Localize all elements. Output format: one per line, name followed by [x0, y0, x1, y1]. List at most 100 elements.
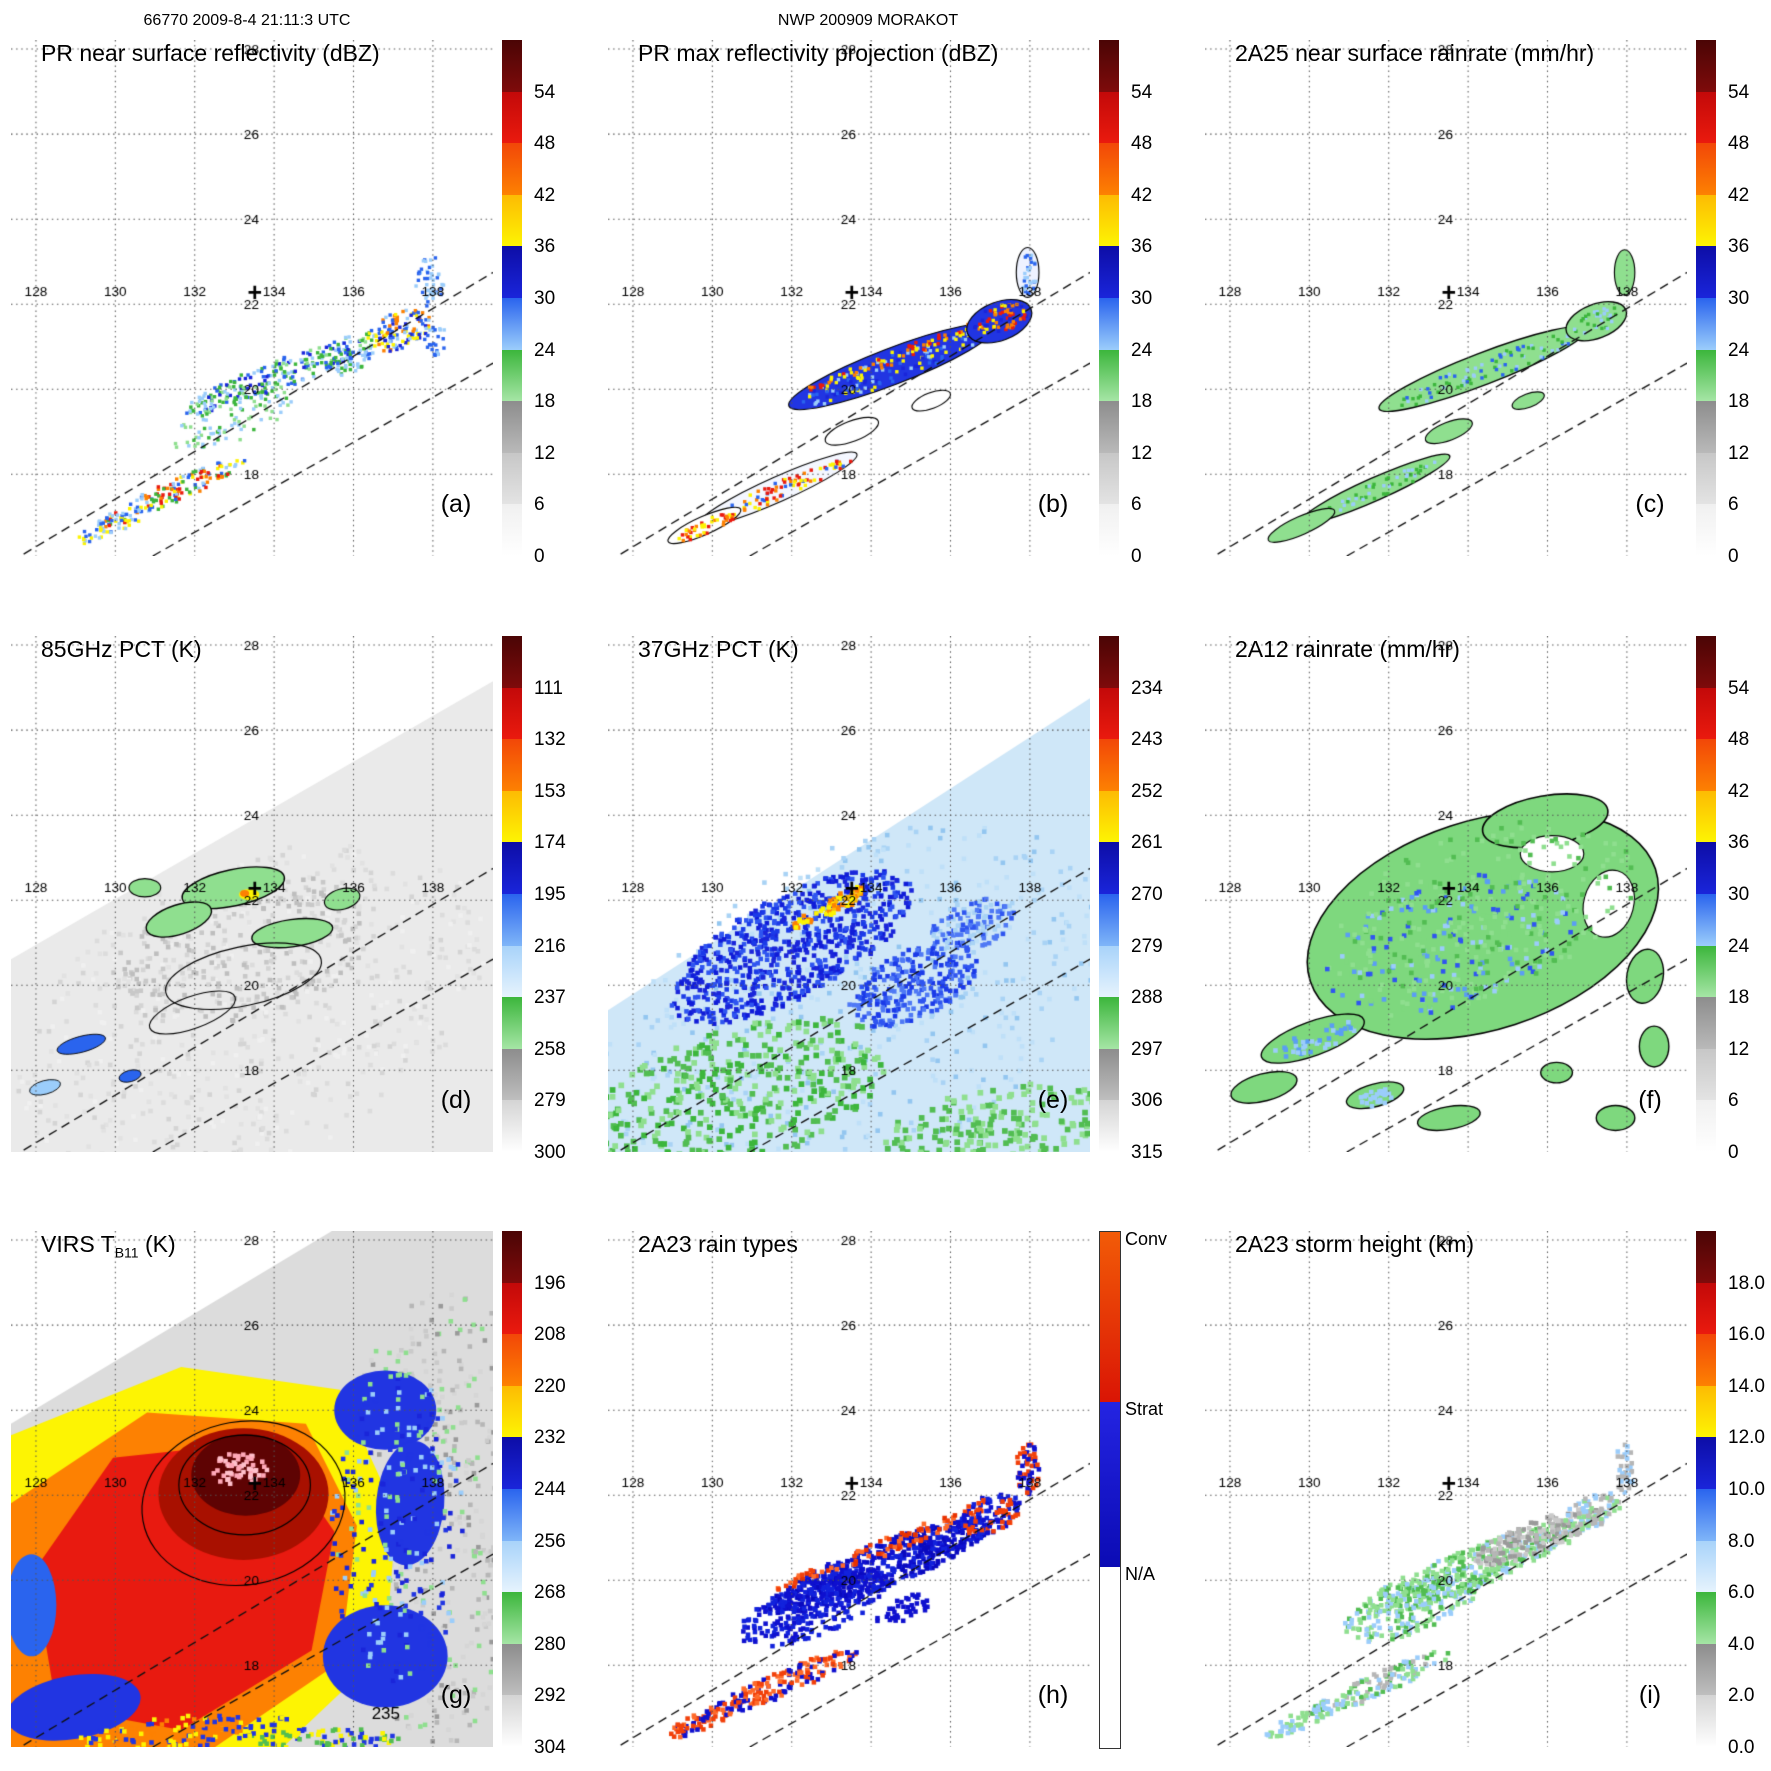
panel-letter-d: (d)	[440, 1086, 472, 1114]
panel-title-c: 2A25 near surface rainrate (mm/hr)	[1235, 40, 1594, 70]
storm-id-header: NWP 200909 MORAKOT	[777, 12, 959, 29]
colorbar-segment	[1696, 945, 1716, 998]
panel-title-text: VIRS T	[41, 1231, 115, 1257]
colorbar-segment	[1696, 1231, 1716, 1283]
colorbar-tick: 54	[1728, 81, 1750, 103]
colorbar-segment	[1099, 1048, 1119, 1101]
colorbar-segment	[502, 687, 522, 740]
colorbar-tick: 256	[534, 1530, 566, 1552]
colorbar-segment	[1099, 790, 1119, 843]
colorbar-segment	[1696, 401, 1716, 453]
colorbar-segment	[502, 1540, 522, 1593]
panel-letter-f: (f)	[1638, 1086, 1662, 1114]
colorbar-tick: 0	[534, 546, 545, 567]
colorbar-segment	[502, 1334, 522, 1386]
map-canvas-g	[11, 1231, 493, 1747]
colorbar-tick: 36	[1728, 832, 1750, 854]
panel-title-subscript: B11	[114, 1244, 139, 1261]
colorbar-tick: 12	[1131, 442, 1153, 464]
colorbar-tick: 12	[534, 442, 556, 464]
colorbar-segment	[1696, 893, 1716, 946]
colorbar-segment	[1099, 143, 1119, 195]
panel-g: VIRS TB11 (K) (g) 196 208 220 232 244 256 268 280…	[11, 1231, 586, 1766]
colorbar-segment	[502, 1100, 522, 1152]
colorbar-tick: 42	[1131, 184, 1153, 206]
colorbar-segment	[1099, 349, 1119, 402]
panel-letter-i: (i)	[1638, 1681, 1662, 1709]
colorbar-segment	[1099, 1100, 1119, 1152]
panel-title-text: 2A25 near surface rainrate (mm/hr)	[1235, 40, 1595, 66]
colorbar-tick: 12	[1728, 442, 1750, 464]
colorbar-tick: 18	[1728, 987, 1750, 1009]
colorbar-segment	[1696, 842, 1716, 894]
colorbar-segment	[1696, 40, 1716, 92]
panel-i: 2A23 storm height (km) (i) 18.0 16.0 14.0 12.…	[1205, 1231, 1771, 1766]
colorbar-segment	[1696, 1385, 1716, 1438]
colorbar-segment	[1099, 246, 1119, 298]
colorbar-tick: 16.0	[1728, 1324, 1765, 1346]
colorbar-tick: 24	[1728, 935, 1750, 957]
map-canvas-f	[1205, 636, 1687, 1152]
colorbar-segment	[502, 504, 522, 556]
panel-title-text: PR near surface reflectivity (dBZ)	[41, 40, 380, 66]
colorbar-tick: 232	[534, 1427, 566, 1449]
colorbar-dbz	[1099, 40, 1119, 556]
colorbar-segment	[502, 1643, 522, 1696]
colorbar-tick: 48	[1131, 133, 1153, 155]
colorbar-dbz	[1696, 40, 1716, 556]
panel-title-h: 2A23 rain types	[638, 1231, 798, 1261]
colorbar-tick: 268	[534, 1582, 566, 1604]
colorbar-tick: 195	[534, 884, 566, 905]
colorbar-tick: 48	[1728, 729, 1750, 751]
colorbar-tick: 208	[534, 1324, 566, 1346]
colorbar-segment	[1099, 91, 1119, 144]
colorbar-segment	[1696, 1695, 1716, 1747]
colorbar-category-label: N/A	[1125, 1564, 1156, 1585]
colorbar-segment	[1696, 1488, 1716, 1541]
colorbar-segment	[1099, 194, 1119, 247]
panel-letter-g: (g)	[440, 1681, 472, 1709]
panel-title-d: 85GHz PCT (K)	[41, 636, 202, 666]
colorbar-segment	[502, 1488, 522, 1541]
colorbar-tick: 0	[1728, 1142, 1739, 1163]
colorbar-segment	[502, 636, 522, 688]
colorbar-segment	[1696, 1334, 1716, 1386]
colorbar-segment	[502, 1437, 522, 1489]
colorbar-segment	[1099, 401, 1119, 453]
colorbar-segment	[1696, 1592, 1716, 1644]
colorbar-tick: 288	[1131, 987, 1163, 1009]
colorbar-tick: 54	[534, 81, 556, 103]
panel-title-f: 2A12 rainrate (mm/hr)	[1235, 636, 1460, 666]
colorbar-tick: 24	[1131, 339, 1153, 361]
colorbar-segment	[1100, 1232, 1120, 1403]
panel-e: 37GHz PCT (K) (e) 234 243 252 261 270 279 288 297…	[608, 636, 1183, 1171]
map-canvas-c	[1205, 40, 1687, 556]
colorbar-tick: 24	[534, 339, 556, 361]
colorbar-segment	[502, 1695, 522, 1747]
colorbar-segment	[1696, 143, 1716, 195]
colorbar-segment	[502, 40, 522, 92]
colorbar-pct85	[502, 636, 522, 1152]
colorbar-tick: 0.0	[1728, 1737, 1755, 1758]
colorbar-tick: 18	[534, 391, 556, 413]
colorbar-tick: 244	[534, 1479, 566, 1500]
colorbar-segment	[1099, 687, 1119, 740]
colorbar-tick: 36	[1131, 236, 1153, 258]
colorbar-tick: 6.0	[1728, 1582, 1755, 1604]
colorbar-tick: 174	[534, 832, 566, 854]
colorbar-tick: 0	[1131, 546, 1142, 567]
colorbar-segment	[502, 790, 522, 843]
panel-h: 2A23 rain types (h) Conv Strat N/A	[608, 1229, 1183, 1766]
panel-title-text: 2A12 rainrate (mm/hr)	[1235, 636, 1460, 662]
colorbar-tick: 42	[1728, 780, 1750, 802]
colorbar-tick: 6	[1728, 494, 1739, 516]
colorbar-tick: 18.0	[1728, 1272, 1765, 1294]
colorbar-segment	[1696, 1643, 1716, 1696]
colorbar-tick: 54	[1728, 677, 1750, 699]
colorbar-tick: 6	[1728, 1090, 1739, 1112]
colorbar-tick: 216	[534, 935, 566, 957]
map-canvas-e	[608, 636, 1090, 1152]
colorbar-segment	[502, 401, 522, 453]
colorbar-segment	[502, 1282, 522, 1335]
colorbar-tick: 153	[534, 780, 566, 802]
